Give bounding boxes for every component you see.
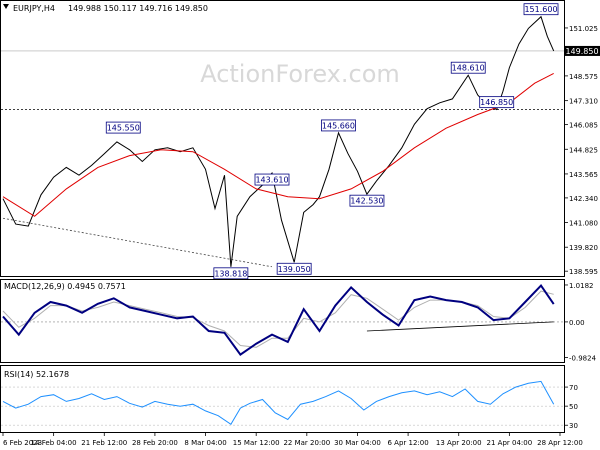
price-axis-tick-label: 148.575: [569, 73, 598, 81]
price-axis-tick-label: 141.080: [569, 220, 598, 228]
price-axis-tick-label: 147.310: [569, 98, 598, 106]
time-tick-label: 6 Apr 12:00: [387, 439, 428, 447]
price-axis-tick-label: 138.595: [569, 268, 598, 276]
rsi-panel-frame: [0, 365, 565, 433]
time-tick-label: 21 Feb 12:00: [81, 439, 127, 447]
rsi-label: RSI(14) 52.1678: [4, 370, 69, 379]
annotation-box: [213, 267, 249, 280]
macd-trendline: [366, 321, 554, 332]
time-tick-label: 8 Mar 04:00: [184, 439, 226, 447]
annotation-label: 145.550: [107, 124, 140, 133]
symbol-label: EURJPY,H4: [13, 4, 55, 13]
current-price-tag: 149.850: [565, 45, 600, 56]
annotation-box: [349, 194, 385, 207]
main-panel-frame: [0, 0, 565, 277]
time-tick-label: 21 Apr 04:00: [487, 439, 533, 447]
main-price-axis: 151.025 148.575 147.310 146.085 144.825 143.5…: [564, 25, 598, 276]
macd-axis: 1.0182 0.00 -0.9824: [564, 282, 597, 363]
symbol-dropdown-icon[interactable]: [3, 4, 9, 9]
macd-axis-tick-label: 0.00: [569, 319, 585, 327]
time-tick-label: 15 Mar 12:00: [233, 439, 280, 447]
time-tick-label: 22 Mar 20:00: [283, 439, 330, 447]
annotation-label: 145.660: [322, 121, 355, 130]
price-annotations: 145.550 138.818 143.610 139.050 145.660 142.5…: [105, 3, 559, 280]
annotation-box: [523, 3, 559, 16]
annotation-box: [254, 173, 290, 186]
time-tick-label: 14 Feb 04:00: [31, 439, 77, 447]
annotation-box: [479, 96, 515, 109]
moving-average-line: [2, 72, 554, 217]
annotation-box: [105, 121, 141, 134]
price-axis-tick-label: 146.085: [569, 122, 598, 130]
price-axis-tick-label: 143.565: [569, 171, 598, 179]
macd-panel-frame: [0, 279, 565, 363]
macd-axis-tick-label: -0.9824: [569, 355, 597, 363]
price-axis-tick-label: 142.340: [569, 195, 598, 203]
annotation-label: 146.850: [480, 98, 513, 107]
annotation-box: [276, 262, 312, 275]
annotation-label: 143.610: [255, 176, 288, 185]
macd-axis-tick-label: 1.0182: [569, 282, 594, 290]
macd-label: MACD(12,26,9) 0.4945 0.7571: [4, 282, 126, 291]
dashed-trendline: [2, 217, 273, 268]
annotation-label: 142.530: [350, 197, 383, 206]
rsi-axis-tick-label: 50: [569, 403, 578, 411]
current-price-value: 149.850: [565, 47, 598, 56]
rsi-axis-tick-label: 70: [569, 384, 578, 392]
current-price-tag-bg: [565, 45, 600, 56]
annotation-label: 139.050: [278, 265, 311, 274]
rsi-axis: 70 50 30: [1, 384, 578, 430]
macd-main-line: [2, 284, 555, 356]
price-axis-tick-label: 151.025: [569, 25, 598, 33]
rsi-line: [2, 380, 555, 426]
watermark: ActionForex.com: [200, 60, 400, 88]
rsi-axis-tick-label: 30: [569, 422, 578, 430]
annotation-label: 148.610: [452, 64, 485, 73]
price-axis-tick-label: 144.825: [569, 146, 598, 154]
time-tick-label: 28 Feb 20:00: [132, 439, 178, 447]
time-tick-label: 13 Apr 20:00: [436, 439, 482, 447]
price-axis-tick-label: 139.820: [569, 244, 598, 252]
time-tick-label: 30 Mar 04:00: [334, 439, 381, 447]
annotation-label: 151.600: [524, 5, 557, 14]
time-tick-label: 6 Feb 2023: [3, 439, 42, 447]
annotation-box: [321, 119, 356, 132]
time-tick-label: 28 Apr 12:00: [537, 439, 583, 447]
annotation-label: 138.818: [214, 269, 247, 278]
ohlc-label: 149.988 150.117 149.716 149.850: [68, 4, 208, 13]
annotation-box: [450, 61, 486, 74]
